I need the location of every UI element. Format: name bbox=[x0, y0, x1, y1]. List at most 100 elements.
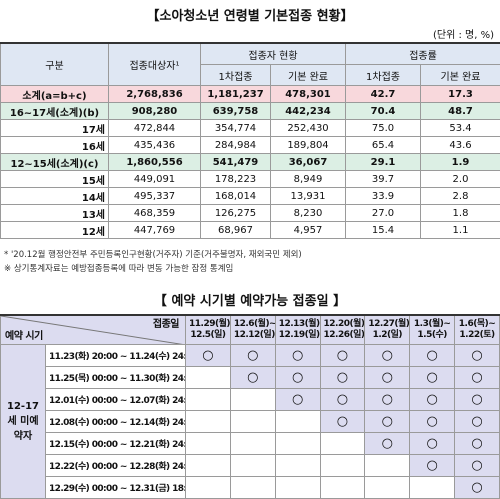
header-cell: 1.3(월)~ 1.5(수) bbox=[409, 314, 456, 345]
cell: ○ bbox=[454, 410, 500, 433]
header-line: 1.22(토) bbox=[459, 330, 495, 340]
cell bbox=[185, 366, 231, 389]
cell: 168,014 bbox=[200, 187, 271, 205]
title: 【 예약 시기별 예약가능 접종일 】 bbox=[153, 294, 347, 309]
data-row: 12.15(수) 00:00 ~ 12.21(화) 24:00 ○ ○ ○ bbox=[1, 432, 500, 455]
cell: ○ bbox=[364, 388, 411, 411]
data-row: 소계(a=b+c) 2,768,836 1,181,237 478,301 42.7 17… bbox=[0, 85, 500, 103]
cell: 468,359 bbox=[108, 204, 201, 222]
cell: 13,931 bbox=[270, 187, 346, 205]
data-row: 12.29(수) 00:00 ~ 12.31(금) 18:00 ○ bbox=[1, 476, 500, 499]
cell bbox=[274, 410, 321, 433]
cell: 178,223 bbox=[200, 170, 271, 188]
cell: 1,181,237 bbox=[200, 85, 271, 103]
cell bbox=[409, 476, 456, 499]
cell: 8,949 bbox=[270, 170, 346, 188]
cell: 42.7 bbox=[345, 85, 421, 103]
period: 12.08(수) 00:00 ~ 12.14(화) 24:00 bbox=[45, 410, 186, 433]
cell: ○ bbox=[454, 388, 500, 411]
header-cell: 구분 bbox=[0, 42, 109, 86]
cell: 43.6 bbox=[419, 136, 500, 154]
cell: 639,758 bbox=[200, 102, 271, 120]
cell bbox=[274, 476, 321, 499]
cell: 17.3 bbox=[419, 85, 500, 103]
header-cell: 1차접종 bbox=[200, 64, 271, 86]
cell: 495,337 bbox=[108, 187, 201, 205]
cell: ○ bbox=[364, 344, 411, 367]
data-row: 12세 447,769 68,967 4,957 15.4 1.1 bbox=[0, 221, 500, 239]
header-cell: 기본 완료 bbox=[419, 64, 500, 86]
header-line: 1.6(목)~ bbox=[458, 319, 496, 329]
cell: 소계(a=b+c) bbox=[0, 85, 109, 103]
data-row: 16~17세(소계)(b) 908,280 639,758 442,234 70.4 48… bbox=[0, 102, 500, 120]
cell: 36,067 bbox=[270, 153, 346, 171]
cell: 1.9 bbox=[419, 153, 500, 171]
period: 12.22(수) 00:00 ~ 12.28(화) 24:00 bbox=[45, 454, 186, 477]
note: ※ 상기통계자료는 예방접종등록에 따라 변동 가능한 잠정 통계임 bbox=[4, 264, 234, 274]
cell: ○ bbox=[319, 366, 366, 389]
cell: 478,301 bbox=[270, 85, 346, 103]
cell: 284,984 bbox=[200, 136, 271, 154]
cell: ○ bbox=[454, 432, 500, 455]
header-cell: 12.6(월)~ 12.12(일) bbox=[229, 314, 276, 345]
cell: ○ bbox=[364, 366, 411, 389]
cell: ○ bbox=[409, 344, 456, 367]
header-cell: 12.20(월)~12.26(일) bbox=[319, 314, 366, 345]
header-line: 1.5(수) bbox=[417, 330, 447, 340]
group-label: 12-17세 미예약자 bbox=[0, 344, 46, 499]
cell: ○ bbox=[229, 366, 276, 389]
header-cell: 12.27(월)~1.2(일) bbox=[364, 314, 411, 345]
cell: 189,804 bbox=[270, 136, 346, 154]
cell: ○ bbox=[319, 388, 366, 411]
cell: 68,967 bbox=[200, 221, 271, 239]
note: * '20.12월 행정안전부 주민등록인구현황(거주자) 기준(거주불명자, … bbox=[4, 250, 302, 260]
diagonal bbox=[1, 316, 180, 344]
cell: 75.0 bbox=[345, 119, 421, 137]
cell: 70.4 bbox=[345, 102, 421, 120]
cell: 16세 bbox=[0, 136, 109, 154]
cell: ○ bbox=[185, 344, 231, 367]
cell bbox=[229, 476, 276, 499]
period: 11.23(화) 20:00 ~ 11.24(수) 24:00 bbox=[45, 344, 186, 367]
header-line: 12.19(일) bbox=[278, 330, 320, 340]
data-row: 17세 472,844 354,774 252,430 75.0 53.4 bbox=[0, 119, 500, 137]
cell: ○ bbox=[319, 410, 366, 433]
header-line: 12.5(일) bbox=[190, 330, 226, 340]
cell: 27.0 bbox=[345, 204, 421, 222]
cell: 435,436 bbox=[108, 136, 201, 154]
header-cell: 1차접종 bbox=[345, 64, 421, 86]
data-row: 11.25(목) 00:00 ~ 11.30(화) 24:00 ○ ○ ○ ○ ○ ○ bbox=[1, 366, 500, 389]
cell bbox=[319, 476, 366, 499]
cell: 13세 bbox=[0, 204, 109, 222]
cell bbox=[229, 388, 276, 411]
cell: 2.0 bbox=[419, 170, 500, 188]
header-cell: 12.13(월)~12.19(일) bbox=[274, 314, 321, 345]
diagonal-line bbox=[1, 316, 180, 344]
header-cell: 1.6(목)~ 1.22(토) bbox=[454, 314, 500, 345]
cell: ○ bbox=[229, 344, 276, 367]
cell bbox=[319, 432, 366, 455]
data-row: 13세 468,359 126,275 8,230 27.0 1.8 bbox=[0, 204, 500, 222]
cell: 17세 bbox=[0, 119, 109, 137]
cell: 8,230 bbox=[270, 204, 346, 222]
cell bbox=[229, 432, 276, 455]
cell: ○ bbox=[409, 454, 456, 477]
cell bbox=[364, 476, 411, 499]
status-table: 구분 접종대상자¹ 접종자 현황 접종률 1차접종 기본 완료 1차접종 기본 완료 소계(a=… bbox=[0, 42, 500, 239]
cell: ○ bbox=[319, 344, 366, 367]
cell bbox=[364, 454, 411, 477]
data-row: 16세 435,436 284,984 189,804 65.4 43.6 bbox=[0, 136, 500, 154]
cell: 4,957 bbox=[270, 221, 346, 239]
cell: 48.7 bbox=[419, 102, 500, 120]
cell: 449,091 bbox=[108, 170, 201, 188]
cell: 2.8 bbox=[419, 187, 500, 205]
cell: 12세 bbox=[0, 221, 109, 239]
cell: ○ bbox=[274, 344, 321, 367]
cell: 541,479 bbox=[200, 153, 271, 171]
cell bbox=[229, 410, 276, 433]
cell: ○ bbox=[274, 388, 321, 411]
cell: 16~17세(소계)(b) bbox=[0, 102, 109, 120]
